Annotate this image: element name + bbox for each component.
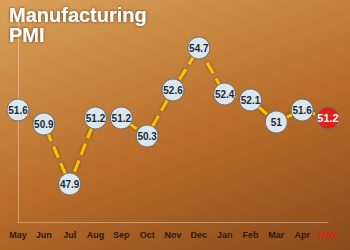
svg-text:Jun: Jun xyxy=(36,230,52,240)
svg-text:Jan: Jan xyxy=(217,230,233,240)
svg-text:50.9: 50.9 xyxy=(34,119,54,130)
svg-text:47.9: 47.9 xyxy=(60,179,80,190)
svg-text:51: 51 xyxy=(271,117,283,128)
svg-text:51.6: 51.6 xyxy=(292,105,312,116)
svg-text:Nov: Nov xyxy=(164,230,181,240)
svg-text:54.7: 54.7 xyxy=(189,43,209,54)
svg-text:Sep: Sep xyxy=(113,230,130,240)
svg-text:51.2: 51.2 xyxy=(317,112,338,124)
svg-text:Oct: Oct xyxy=(140,230,155,240)
svg-text:Manufacturing: Manufacturing xyxy=(9,4,152,26)
svg-text:52.6: 52.6 xyxy=(163,85,183,96)
svg-text:May: May xyxy=(9,230,27,240)
svg-text:PMI: PMI xyxy=(9,24,45,46)
svg-text:50.3: 50.3 xyxy=(137,131,157,142)
svg-text:52.1: 52.1 xyxy=(241,95,261,106)
svg-text:52.4: 52.4 xyxy=(215,89,235,100)
svg-text:Feb: Feb xyxy=(242,230,259,240)
svg-text:51.2: 51.2 xyxy=(86,113,106,124)
svg-text:Mar: Mar xyxy=(268,230,285,240)
svg-text:Aug: Aug xyxy=(87,230,105,240)
svg-text:51.2: 51.2 xyxy=(112,113,132,124)
svg-text:Jul: Jul xyxy=(63,230,76,240)
svg-text:Apr: Apr xyxy=(294,230,310,240)
svg-text:MAY: MAY xyxy=(318,230,337,240)
svg-text:51.6: 51.6 xyxy=(8,105,28,116)
svg-text:Dec: Dec xyxy=(191,230,208,240)
